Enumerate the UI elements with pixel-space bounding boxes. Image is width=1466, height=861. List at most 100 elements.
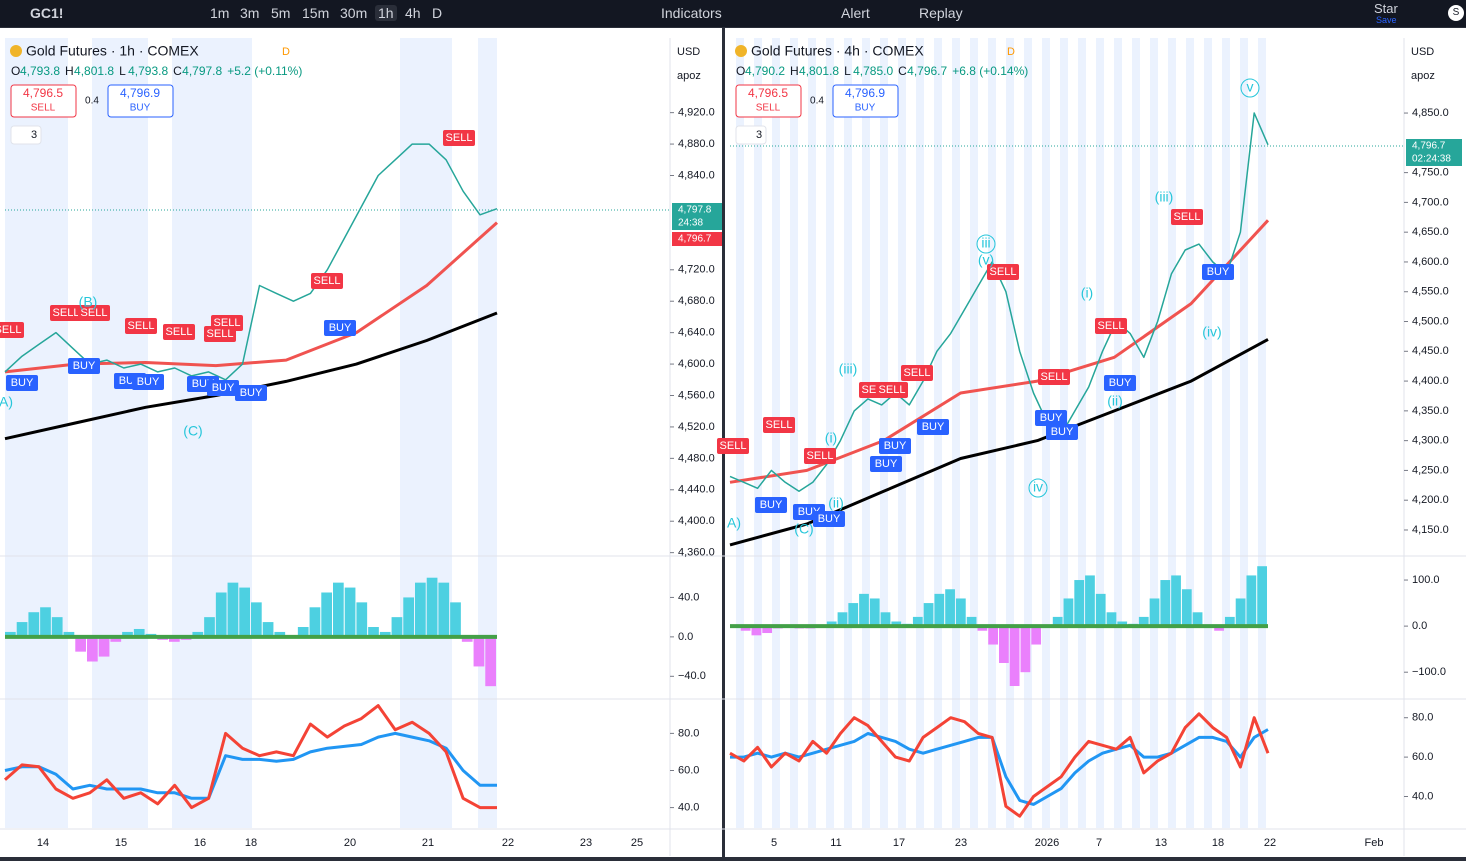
price-tag-bg — [1406, 152, 1462, 166]
sell-marker: SELL — [81, 307, 108, 319]
sell-price: 4,796.5 — [748, 86, 788, 100]
sell-marker: SELL — [0, 324, 21, 336]
symbol-icon — [735, 45, 747, 57]
ohlc-label: O — [11, 64, 20, 78]
avatar[interactable]: S — [1448, 5, 1464, 21]
buy-label: BUY — [855, 103, 876, 114]
session-band — [844, 38, 852, 828]
wave-circle — [1240, 78, 1260, 98]
histogram-bar — [438, 582, 450, 637]
x-tick-label: 20 — [344, 837, 356, 849]
y-tick-label: 4,840.0 — [678, 169, 715, 181]
histogram-bar — [321, 592, 332, 637]
sell-box — [10, 84, 77, 118]
currency: USD — [1411, 46, 1434, 58]
sell-marker-bg — [50, 305, 82, 321]
histogram-bar — [110, 636, 122, 642]
buy-price: 4,796.9 — [845, 86, 885, 100]
interval-button[interactable]: 1h — [375, 5, 397, 21]
y-tick-label: 4,300.0 — [1412, 435, 1449, 447]
sell-marker-bg — [1038, 369, 1070, 385]
x-tick-label: 18 — [245, 837, 257, 849]
indicator-toggle[interactable] — [735, 125, 767, 145]
sell-marker: SELL — [720, 440, 747, 452]
buy-label: BUY — [130, 103, 151, 114]
interval-button[interactable]: 5m — [271, 5, 291, 21]
price-tag-bg — [672, 203, 722, 217]
buy-marker-bg — [879, 438, 911, 454]
sell-marker-bg — [717, 438, 749, 454]
indicator-toggle[interactable] — [10, 125, 42, 145]
y-tick-label: 100.0 — [1412, 574, 1440, 586]
histogram-bar — [5, 631, 16, 637]
user-name[interactable]: Star — [1374, 1, 1398, 16]
alert-button[interactable]: Alert — [841, 5, 870, 21]
wave-label: v — [1247, 79, 1254, 95]
ohlc-label: C — [173, 64, 182, 78]
histogram-bar — [368, 627, 379, 637]
buy-marker: BUY — [875, 458, 898, 470]
ohlc-label: L — [844, 64, 851, 78]
sell-marker: SELL — [214, 317, 241, 329]
interval-button[interactable]: 3m — [240, 5, 260, 21]
save-button[interactable]: Save — [1376, 15, 1397, 25]
interval-button[interactable]: 1m — [210, 5, 230, 21]
wave-label: (B) — [79, 294, 98, 310]
session-band — [988, 38, 996, 828]
x-tick-label: 7 — [1096, 837, 1102, 849]
histogram-bar — [356, 602, 368, 637]
buy-marker: BUY — [1051, 426, 1074, 438]
histogram-bar — [740, 626, 751, 631]
x-tick-label: Feb — [1365, 837, 1384, 849]
buy-marker: BUY — [212, 382, 235, 394]
sell-marker: SELL — [1098, 320, 1125, 332]
x-tick-label: 25 — [631, 837, 643, 849]
histogram-bar — [1181, 589, 1192, 627]
histogram-bar — [988, 626, 998, 645]
buy-marker-bg — [324, 320, 356, 336]
histogram-bar — [344, 587, 356, 637]
histogram-bar — [51, 617, 63, 637]
y-tick-label: 0.0 — [678, 631, 693, 643]
session-band — [1078, 38, 1086, 828]
session-band — [1204, 38, 1212, 828]
buy-marker-bg — [132, 374, 164, 390]
histogram-bar — [1149, 598, 1160, 627]
histogram-bar — [391, 617, 403, 637]
histogram-bar — [869, 598, 880, 627]
wave-label: A) — [0, 394, 13, 410]
histogram-bar — [1052, 616, 1063, 627]
replay-button[interactable]: Replay — [919, 5, 963, 21]
session-band — [1150, 38, 1158, 828]
interval-button[interactable]: 15m — [302, 5, 330, 21]
ohlc-label: C — [898, 64, 907, 78]
change: +5.2 (+0.11%) — [227, 64, 302, 78]
interval-button[interactable]: 30m — [340, 5, 368, 21]
session-band — [1006, 38, 1014, 828]
session-badge: D — [282, 46, 290, 58]
y-tick-label: 4,400.0 — [678, 515, 715, 527]
y-tick-label: 60.0 — [1412, 751, 1433, 763]
sell-marker-bg — [78, 305, 110, 321]
histogram-bar — [945, 589, 955, 627]
unit: apoz — [677, 70, 701, 82]
indicators-button[interactable]: Indicators — [661, 5, 722, 21]
session-band — [862, 38, 870, 828]
series-title: Gold Futures · 1h · COMEX — [26, 43, 199, 59]
price-tag: 4,796.7 — [1412, 141, 1446, 152]
buy-marker-bg — [755, 497, 787, 513]
sell-label: SELL — [31, 103, 56, 114]
session-band — [1258, 38, 1266, 828]
histogram-bar — [1246, 575, 1257, 627]
session-band — [1240, 38, 1248, 828]
sell-marker: SELL — [990, 266, 1017, 278]
x-tick-label: 23 — [955, 837, 967, 849]
interval-button[interactable]: D — [432, 5, 443, 21]
buy-marker-bg — [917, 419, 949, 435]
interval-button[interactable]: 4h — [405, 5, 421, 21]
histogram-bar — [1009, 626, 1020, 687]
symbol[interactable]: GC1! — [30, 5, 64, 21]
histogram-bar — [848, 603, 859, 627]
x-tick-label: 5 — [771, 837, 777, 849]
buy-marker-bg — [235, 385, 267, 401]
